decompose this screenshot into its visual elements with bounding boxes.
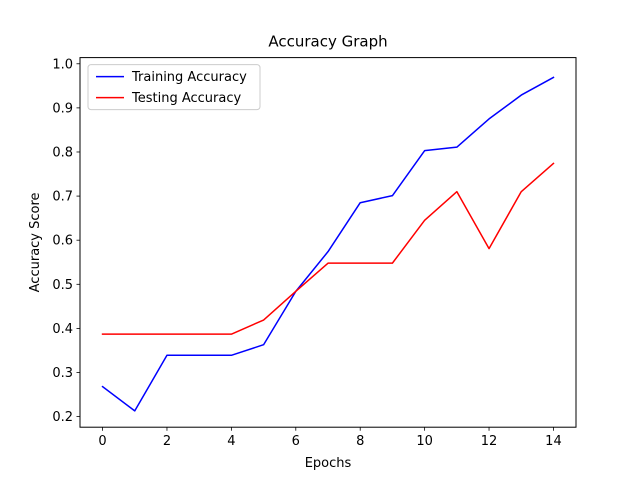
y-tick-label: 0.5 <box>52 278 73 293</box>
y-tick-label: 0.9 <box>52 101 73 116</box>
x-tick-label: 4 <box>227 434 235 449</box>
y-tick-label: 0.3 <box>52 366 73 381</box>
legend-label: Training Accuracy <box>131 70 247 85</box>
x-tick-label: 2 <box>163 434 171 449</box>
legend-box <box>87 64 261 111</box>
chart-title: Accuracy Graph <box>268 33 387 51</box>
y-tick-label: 0.2 <box>52 410 73 425</box>
y-tick-label: 0.6 <box>52 234 73 249</box>
x-tick-label: 12 <box>481 434 498 449</box>
legend-label: Testing Accuracy <box>131 91 241 106</box>
x-axis-label: Epochs <box>305 456 352 471</box>
series-line-1 <box>101 76 555 412</box>
y-tick-label: 0.8 <box>52 145 73 160</box>
y-tick-label: 0.7 <box>52 190 73 205</box>
series-line-2 <box>101 162 555 335</box>
x-tick-label: 8 <box>356 434 364 449</box>
plot-area <box>101 76 555 412</box>
y-axis-ticks: 0.2 0.3 0.4 0.5 0.6 0.7 0.8 0.9 1.0 <box>52 57 80 425</box>
legend: Training Accuracy Testing Accuracy <box>87 64 261 111</box>
axes-frame <box>79 57 577 428</box>
y-axis-label: Accuracy Score <box>28 192 43 292</box>
x-tick-label: 6 <box>292 434 300 449</box>
x-axis-ticks: 0 2 4 6 8 10 12 14 <box>98 427 562 449</box>
x-tick-label: 14 <box>545 434 562 449</box>
y-tick-label: 0.4 <box>52 322 73 337</box>
x-tick-label: 10 <box>416 434 433 449</box>
x-tick-label: 0 <box>98 434 106 449</box>
y-tick-label: 1.0 <box>52 57 73 72</box>
